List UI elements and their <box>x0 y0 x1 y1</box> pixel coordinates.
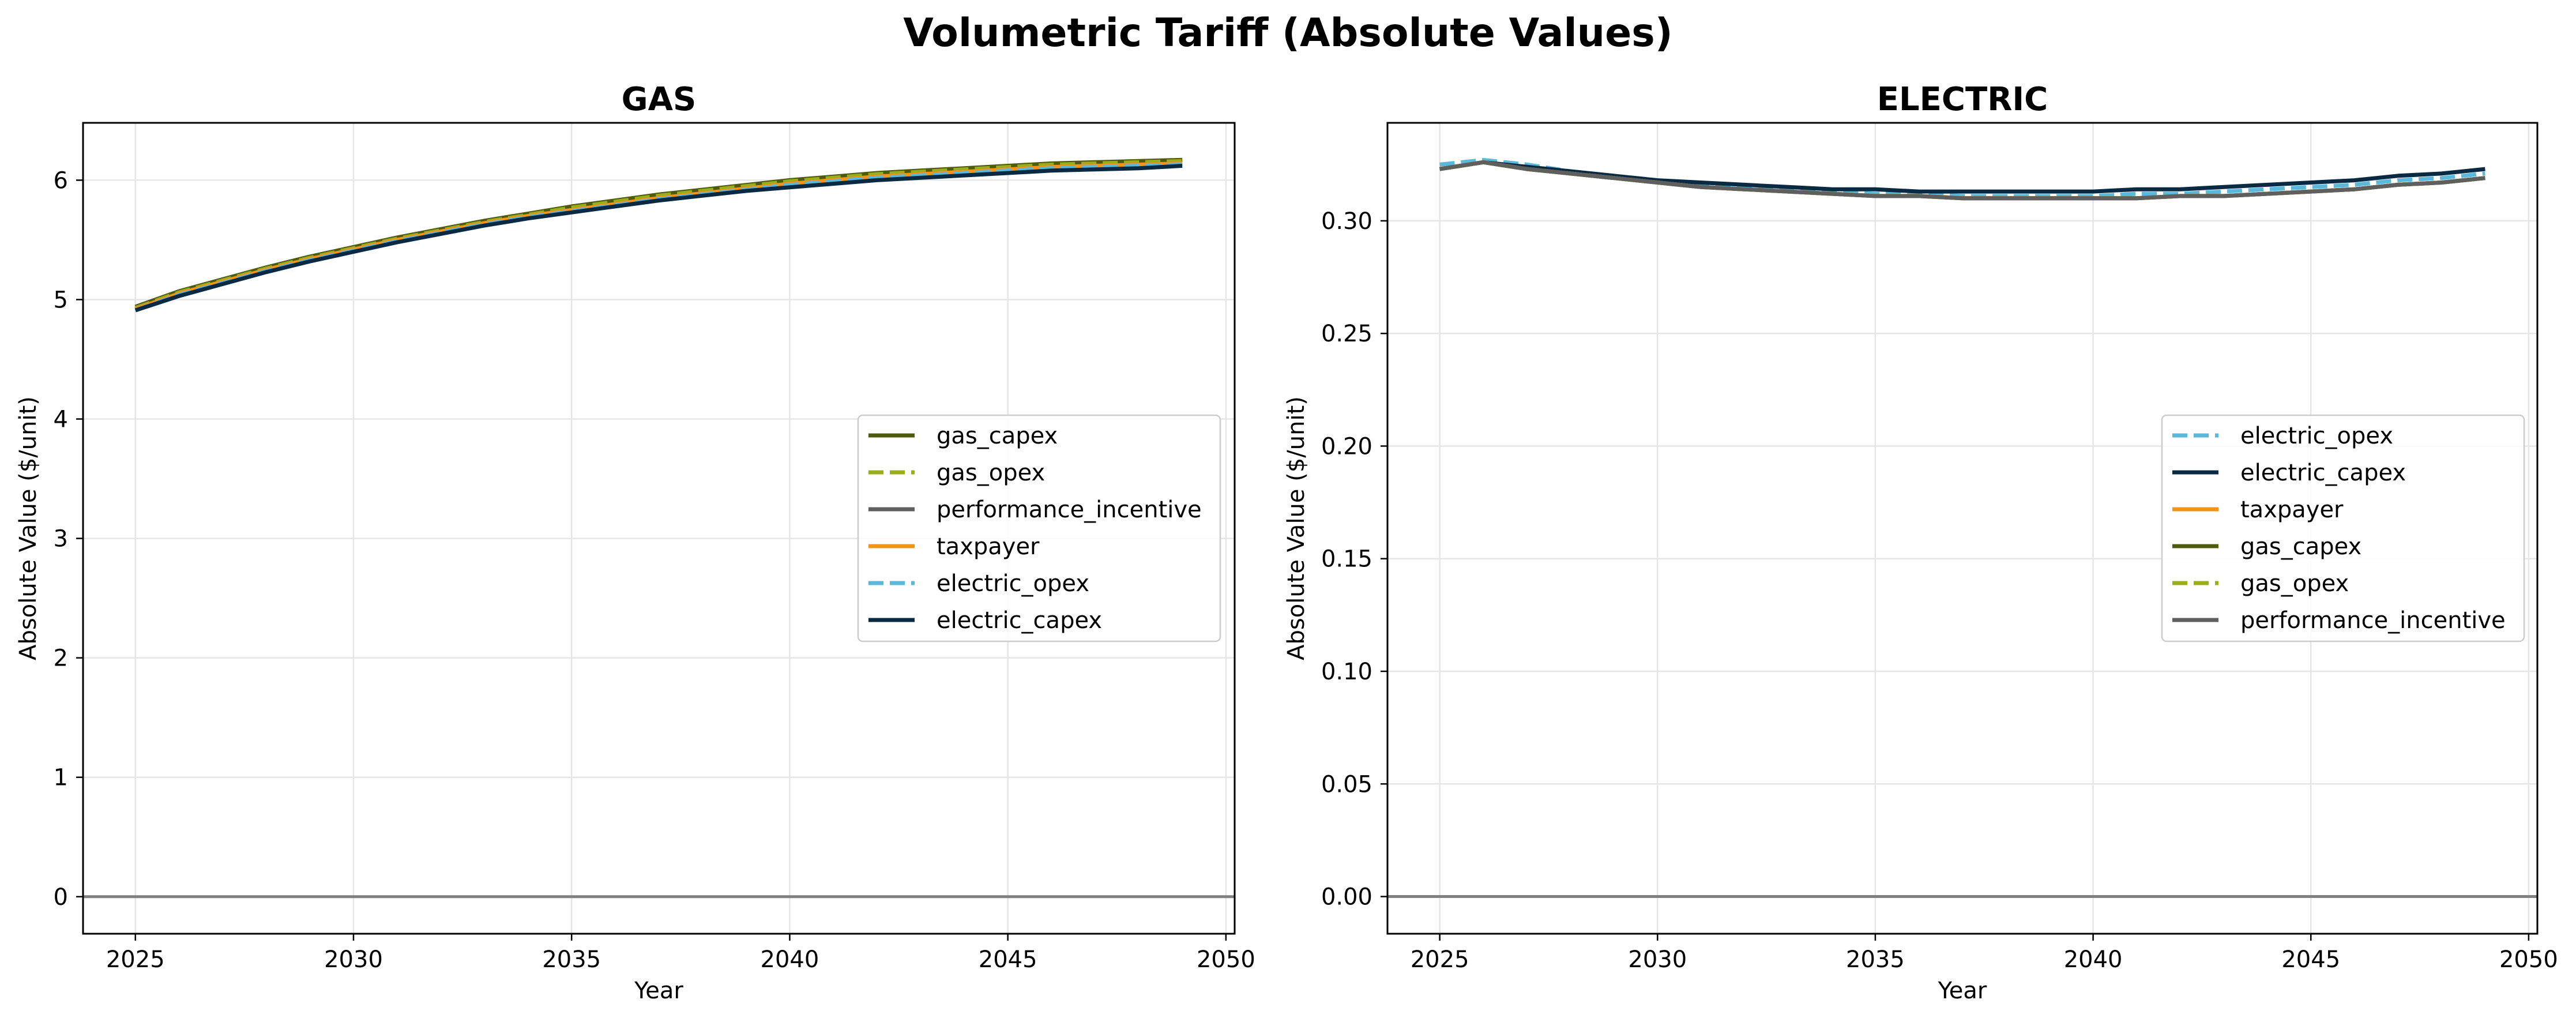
x-tick-label: 2050 <box>2499 946 2558 973</box>
y-tick-label: 0.30 <box>1321 208 1372 235</box>
x-axis-label: Year <box>634 978 683 1004</box>
y-tick-label: 0.15 <box>1321 546 1372 573</box>
legend-box <box>2161 414 2525 642</box>
y-axis-label: Absolute Value ($/unit) <box>1283 396 1310 660</box>
series-line-taxpayer <box>134 161 1183 311</box>
y-tick-label: 6 <box>54 167 68 194</box>
axes-frame <box>82 122 1236 935</box>
legend-label-electric-capex: electric_capex <box>937 607 1102 634</box>
series-line-electric-opex <box>134 163 1183 313</box>
y-tick-label: 4 <box>54 407 68 433</box>
x-tick-label: 2050 <box>1197 946 1255 973</box>
y-tick-label: 0.25 <box>1321 321 1372 347</box>
series-line-electric-capex <box>1439 160 2485 194</box>
legend: electric_opex electric_capex taxpayer gas_c… <box>2161 414 2525 642</box>
x-tick-label: 2030 <box>324 946 383 973</box>
subplot-title: ELECTRIC <box>1877 81 2048 118</box>
x-tick-label: 2040 <box>2064 946 2123 973</box>
legend-label-gas-capex: gas_capex <box>937 423 1058 449</box>
series-line-gas-capex <box>134 157 1183 309</box>
legend-label-electric-opex: electric_opex <box>937 570 1089 597</box>
legend-label-taxpayer: taxpayer <box>2240 497 2344 523</box>
x-tick-label: 2025 <box>106 946 165 973</box>
series-line-performance-incentive <box>1439 160 2485 201</box>
y-tick-label: 0.05 <box>1321 771 1372 798</box>
legend-label-gas-opex: gas_opex <box>937 460 1045 486</box>
x-tick-label: 2030 <box>1628 946 1687 973</box>
axes-frame <box>1386 122 2539 935</box>
y-tick-label: 3 <box>54 526 68 553</box>
x-axis-label: Year <box>1938 978 1987 1004</box>
x-tick-label: 2035 <box>1846 946 1905 973</box>
y-tick-label: 0.10 <box>1321 659 1372 685</box>
legend-label-taxpayer: taxpayer <box>937 533 1040 560</box>
legend-box <box>857 414 1221 642</box>
y-tick-label: 1 <box>54 765 68 791</box>
y-tick-label: 0.20 <box>1321 433 1372 460</box>
legend: gas_capex gas_opex performance_incentiveta… <box>857 414 1221 642</box>
x-tick-label: 2035 <box>542 946 601 973</box>
legend-label-electric-opex: electric_opex <box>2240 423 2393 449</box>
y-tick-label: 0 <box>54 884 68 911</box>
legend-label-performance-incentive: performance_incentive <box>2240 607 2506 634</box>
series-line-gas-opex <box>134 159 1183 310</box>
subplot-gas: 2025 2030 2035 2040 2045 2050 0 1 2 3 4 5 6 Year Absol… <box>15 81 1255 1004</box>
series-line-electric-capex <box>134 164 1183 313</box>
legend-label-performance-incentive: performance_incentive <box>937 497 1202 523</box>
y-axis-label: Absolute Value ($/unit) <box>15 396 42 660</box>
y-tick-label: 5 <box>54 287 68 313</box>
subplot-electric: 2025 2030 2035 2040 2045 2050 0.00 0.05 0.10 0.15… <box>1283 81 2558 1004</box>
figure-title: Volumetric Tariff (Absolute Values) <box>903 10 1673 56</box>
x-tick-label: 2045 <box>2281 946 2340 973</box>
x-tick-label: 2040 <box>761 946 819 973</box>
y-tick-label: 0.00 <box>1321 884 1372 911</box>
subplot-title: GAS <box>622 81 697 118</box>
series-line-performance-incentive <box>134 161 1183 311</box>
x-tick-label: 2045 <box>979 946 1037 973</box>
legend-label-electric-capex: electric_capex <box>2240 460 2406 486</box>
x-tick-label: 2025 <box>1411 946 1469 973</box>
legend-label-gas-capex: gas_capex <box>2240 533 2361 560</box>
legend-label-gas-opex: gas_opex <box>2240 570 2349 597</box>
y-tick-label: 2 <box>54 645 68 672</box>
